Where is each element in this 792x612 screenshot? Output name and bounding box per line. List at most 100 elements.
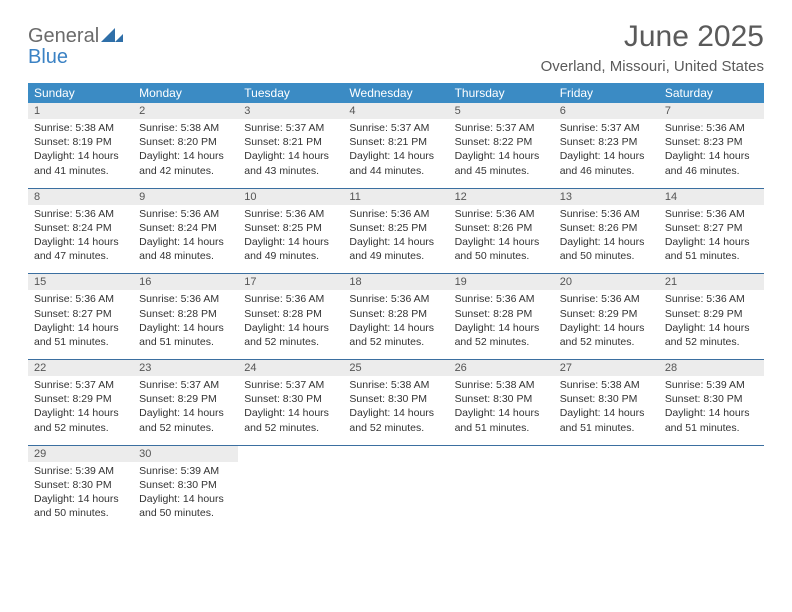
logo-mark-icon — [101, 28, 123, 47]
day-number-row: 15161718192021 — [28, 274, 764, 291]
day-content-cell: Sunrise: 5:36 AMSunset: 8:29 PMDaylight:… — [554, 290, 659, 359]
sunrise-line: Sunrise: 5:39 AM — [34, 464, 127, 478]
day-number-cell: 19 — [449, 274, 554, 291]
day-content-row: Sunrise: 5:39 AMSunset: 8:30 PMDaylight:… — [28, 462, 764, 531]
sunrise-line: Sunrise: 5:36 AM — [349, 292, 442, 306]
day-content-cell — [554, 462, 659, 531]
calendar-table: Sunday Monday Tuesday Wednesday Thursday… — [28, 83, 764, 530]
sunrise-line: Sunrise: 5:39 AM — [139, 464, 232, 478]
sunset-line: Sunset: 8:25 PM — [349, 221, 442, 235]
sunset-line: Sunset: 8:28 PM — [244, 307, 337, 321]
day-content-cell: Sunrise: 5:36 AMSunset: 8:23 PMDaylight:… — [659, 119, 764, 188]
sunset-line: Sunset: 8:26 PM — [455, 221, 548, 235]
sunrise-line: Sunrise: 5:36 AM — [34, 292, 127, 306]
sunrise-line: Sunrise: 5:37 AM — [244, 121, 337, 135]
daylight-line: Daylight: 14 hours and 50 minutes. — [455, 235, 548, 263]
month-title: June 2025 — [541, 20, 764, 54]
day-number-cell: 3 — [238, 103, 343, 119]
day-number-cell: 29 — [28, 445, 133, 462]
day-content-cell: Sunrise: 5:39 AMSunset: 8:30 PMDaylight:… — [133, 462, 238, 531]
daylight-line: Daylight: 14 hours and 52 minutes. — [34, 406, 127, 434]
sunrise-line: Sunrise: 5:36 AM — [349, 207, 442, 221]
sunset-line: Sunset: 8:24 PM — [34, 221, 127, 235]
sunset-line: Sunset: 8:29 PM — [665, 307, 758, 321]
day-content-cell: Sunrise: 5:36 AMSunset: 8:24 PMDaylight:… — [133, 205, 238, 274]
day-number-cell: 22 — [28, 360, 133, 377]
day-content-cell: Sunrise: 5:39 AMSunset: 8:30 PMDaylight:… — [659, 376, 764, 445]
sunrise-line: Sunrise: 5:38 AM — [34, 121, 127, 135]
sunrise-line: Sunrise: 5:36 AM — [560, 207, 653, 221]
day-content-cell: Sunrise: 5:36 AMSunset: 8:24 PMDaylight:… — [28, 205, 133, 274]
day-content-cell: Sunrise: 5:36 AMSunset: 8:27 PMDaylight:… — [28, 290, 133, 359]
day-content-cell: Sunrise: 5:39 AMSunset: 8:30 PMDaylight:… — [28, 462, 133, 531]
day-number-cell: 25 — [343, 360, 448, 377]
daylight-line: Daylight: 14 hours and 51 minutes. — [665, 235, 758, 263]
sunset-line: Sunset: 8:30 PM — [455, 392, 548, 406]
day-number-cell: 7 — [659, 103, 764, 119]
day-number-cell: 9 — [133, 188, 238, 205]
day-number-cell: 23 — [133, 360, 238, 377]
daylight-line: Daylight: 14 hours and 45 minutes. — [455, 149, 548, 177]
day-number-cell — [554, 445, 659, 462]
sunset-line: Sunset: 8:27 PM — [665, 221, 758, 235]
sunset-line: Sunset: 8:19 PM — [34, 135, 127, 149]
day-content-cell: Sunrise: 5:38 AMSunset: 8:30 PMDaylight:… — [554, 376, 659, 445]
sunset-line: Sunset: 8:21 PM — [244, 135, 337, 149]
sunrise-line: Sunrise: 5:36 AM — [560, 292, 653, 306]
sunset-line: Sunset: 8:28 PM — [455, 307, 548, 321]
day-number-cell: 26 — [449, 360, 554, 377]
daylight-line: Daylight: 14 hours and 46 minutes. — [560, 149, 653, 177]
sunrise-line: Sunrise: 5:38 AM — [560, 378, 653, 392]
day-content-cell: Sunrise: 5:37 AMSunset: 8:21 PMDaylight:… — [238, 119, 343, 188]
sunrise-line: Sunrise: 5:36 AM — [665, 121, 758, 135]
daylight-line: Daylight: 14 hours and 44 minutes. — [349, 149, 442, 177]
day-content-cell: Sunrise: 5:38 AMSunset: 8:20 PMDaylight:… — [133, 119, 238, 188]
day-number-cell: 28 — [659, 360, 764, 377]
day-number-cell: 16 — [133, 274, 238, 291]
sunrise-line: Sunrise: 5:37 AM — [349, 121, 442, 135]
daylight-line: Daylight: 14 hours and 52 minutes. — [455, 321, 548, 349]
day-content-cell — [449, 462, 554, 531]
sunset-line: Sunset: 8:30 PM — [244, 392, 337, 406]
daylight-line: Daylight: 14 hours and 51 minutes. — [34, 321, 127, 349]
sunrise-line: Sunrise: 5:39 AM — [665, 378, 758, 392]
day-content-cell: Sunrise: 5:36 AMSunset: 8:25 PMDaylight:… — [343, 205, 448, 274]
sunrise-line: Sunrise: 5:36 AM — [244, 207, 337, 221]
sunset-line: Sunset: 8:24 PM — [139, 221, 232, 235]
day-content-cell: Sunrise: 5:37 AMSunset: 8:23 PMDaylight:… — [554, 119, 659, 188]
day-number-cell: 17 — [238, 274, 343, 291]
sunrise-line: Sunrise: 5:38 AM — [455, 378, 548, 392]
day-number-cell: 1 — [28, 103, 133, 119]
day-content-cell: Sunrise: 5:36 AMSunset: 8:28 PMDaylight:… — [238, 290, 343, 359]
sunrise-line: Sunrise: 5:36 AM — [34, 207, 127, 221]
day-content-cell: Sunrise: 5:36 AMSunset: 8:26 PMDaylight:… — [554, 205, 659, 274]
day-number-cell — [343, 445, 448, 462]
day-content-row: Sunrise: 5:38 AMSunset: 8:19 PMDaylight:… — [28, 119, 764, 188]
sunset-line: Sunset: 8:28 PM — [139, 307, 232, 321]
daylight-line: Daylight: 14 hours and 52 minutes. — [139, 406, 232, 434]
sunset-line: Sunset: 8:30 PM — [665, 392, 758, 406]
day-content-cell: Sunrise: 5:36 AMSunset: 8:25 PMDaylight:… — [238, 205, 343, 274]
dow-wednesday: Wednesday — [343, 83, 448, 103]
daylight-line: Daylight: 14 hours and 41 minutes. — [34, 149, 127, 177]
day-number-row: 2930 — [28, 445, 764, 462]
day-content-cell: Sunrise: 5:36 AMSunset: 8:28 PMDaylight:… — [133, 290, 238, 359]
daylight-line: Daylight: 14 hours and 52 minutes. — [349, 321, 442, 349]
daylight-line: Daylight: 14 hours and 52 minutes. — [244, 406, 337, 434]
sunrise-line: Sunrise: 5:36 AM — [665, 292, 758, 306]
sunrise-line: Sunrise: 5:36 AM — [455, 207, 548, 221]
day-content-cell: Sunrise: 5:37 AMSunset: 8:30 PMDaylight:… — [238, 376, 343, 445]
day-number-cell — [238, 445, 343, 462]
dow-sunday: Sunday — [28, 83, 133, 103]
day-number-cell: 15 — [28, 274, 133, 291]
day-number-cell: 6 — [554, 103, 659, 119]
sunrise-line: Sunrise: 5:37 AM — [455, 121, 548, 135]
day-content-cell: Sunrise: 5:36 AMSunset: 8:27 PMDaylight:… — [659, 205, 764, 274]
sunrise-line: Sunrise: 5:36 AM — [139, 292, 232, 306]
dow-thursday: Thursday — [449, 83, 554, 103]
sunset-line: Sunset: 8:29 PM — [34, 392, 127, 406]
daylight-line: Daylight: 14 hours and 49 minutes. — [349, 235, 442, 263]
day-content-row: Sunrise: 5:36 AMSunset: 8:24 PMDaylight:… — [28, 205, 764, 274]
daylight-line: Daylight: 14 hours and 52 minutes. — [349, 406, 442, 434]
sunset-line: Sunset: 8:26 PM — [560, 221, 653, 235]
